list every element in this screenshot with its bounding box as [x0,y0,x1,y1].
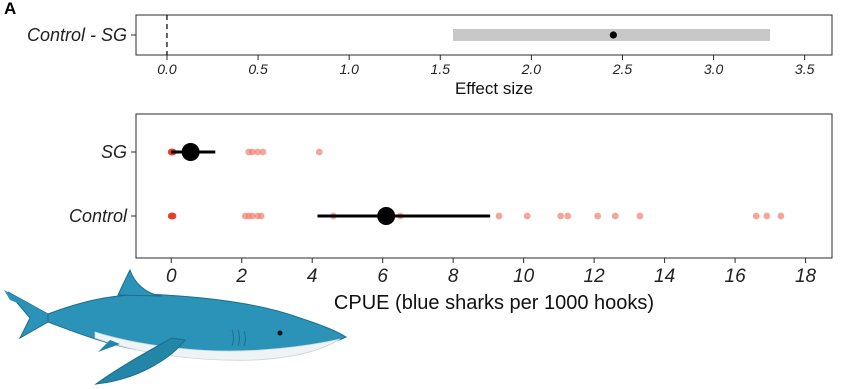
cpue-tick-label: 2 [235,266,247,287]
cpue-raw-point [594,212,602,220]
cpue-category-labels: SG Control [69,142,136,226]
cpue-raw-point [259,148,267,156]
cpue-tick-label: 10 [513,266,535,287]
effect-size-estimate-point [609,31,617,39]
cpue-raw-point [257,212,265,220]
effect-size-panel: Control - SG 0.0 0.5 1.0 1.5 2.0 2.5 3.0 3.5 Ef… [27,14,833,98]
effect-size-tick-label: 1.0 [339,61,359,77]
effect-size-marks [166,15,771,55]
cpue-raw-point [557,212,565,220]
cpue-tick-label: 6 [377,266,388,287]
cpue-tick-label: 16 [725,266,747,287]
cpue-raw-point [495,212,503,220]
cpue-raw-point [777,212,785,220]
effect-size-category-label: Control - SG [27,25,127,45]
effect-size-axis-title: Effect size [455,79,533,98]
cpue-raw-point [169,212,177,220]
cpue-tick-label: 0 [166,266,177,287]
cpue-raw-point [564,212,572,220]
cpue-raw-point [763,212,771,220]
cpue-raw-point [315,148,323,156]
effect-size-tick-label: 2.5 [612,61,633,77]
cpue-mean-point [181,143,200,161]
cpue-tick-label: 14 [654,266,675,287]
cpue-panel: SG Control 0 2 4 6 8 10 12 14 16 18 CPUE (blue sha… [69,113,833,314]
effect-size-tick-label: 0.5 [248,61,268,77]
cpue-category-label: SG [101,142,127,162]
cpue-raw-point [523,212,531,220]
cpue-raw-point [248,212,256,220]
cpue-plot-frame [135,113,833,259]
cpue-mean-point [377,207,396,225]
cpue-tick-label: 8 [448,266,459,287]
cpue-tick-label: 18 [795,266,817,287]
cpue-raw-point [254,148,261,156]
blue-shark-illustration [4,268,348,385]
cpue-marks [167,143,785,225]
cpue-raw-point [611,212,619,220]
effect-size-category-labels: Control - SG [27,25,136,45]
effect-size-tick-label: 3.0 [704,61,724,77]
cpue-axis-title: CPUE (blue sharks per 1000 hooks) [334,292,654,314]
cpue-raw-point [636,212,644,220]
cpue-ticks: 0 2 4 6 8 10 12 14 16 18 [166,258,817,287]
effect-size-tick-label: 3.5 [795,61,815,77]
cpue-tick-label: 4 [307,266,318,287]
cpue-raw-point [248,148,256,156]
effect-size-tick-label: 0.0 [157,61,177,77]
panel-label: A [4,0,16,18]
effect-size-ticks: 0.0 0.5 1.0 1.5 2.0 2.5 3.0 3.5 [157,55,815,77]
cpue-category-label: Control [69,206,128,226]
shark-eye-icon [277,330,283,336]
cpue-tick-label: 12 [584,266,606,287]
effect-size-tick-label: 2.0 [521,61,542,77]
cpue-raw-point [752,212,760,220]
effect-size-tick-label: 1.5 [431,61,451,77]
